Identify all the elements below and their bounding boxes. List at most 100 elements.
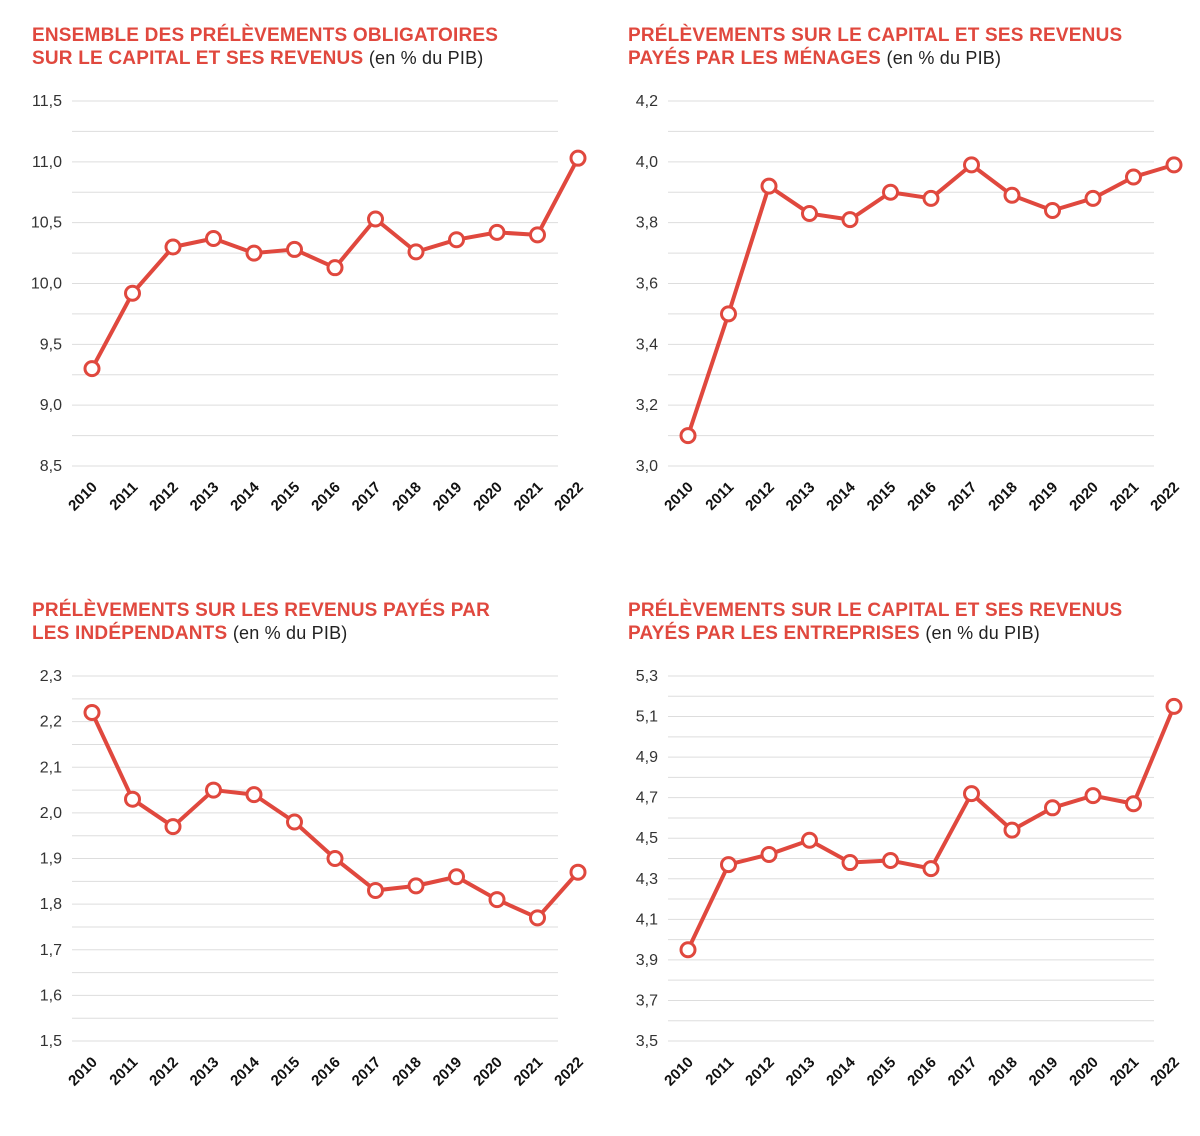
data-point (245, 244, 263, 262)
data-point (760, 845, 778, 863)
data-point (922, 189, 940, 207)
y-tick-label: 3,2 (636, 397, 658, 414)
x-tick-label: 2018 (389, 1054, 425, 1090)
y-tick-label: 2,0 (40, 805, 62, 822)
chart-unit: (en % du PIB) (368, 48, 484, 68)
x-tick-label: 2011 (702, 1054, 737, 1089)
x-tick-label: 2019 (430, 1054, 466, 1090)
chart-unit: (en % du PIB) (925, 623, 1040, 643)
data-point (1044, 799, 1061, 817)
y-tick-label: 1,9 (40, 851, 62, 868)
x-tick-label: 2018 (389, 479, 425, 515)
data-point (963, 156, 980, 174)
y-tick-label: 1,5 (40, 1033, 62, 1050)
y-tick-label: 2,3 (40, 668, 62, 685)
data-point (407, 877, 425, 895)
y-tick-label: 9,5 (40, 336, 62, 353)
data-point (205, 229, 222, 247)
chart-panel-menages: PRÉLÈVEMENTS SUR LE CAPITAL ET SES REVEN… (596, 0, 1183, 540)
x-tick-label: 2017 (945, 1054, 981, 1090)
x-tick-label: 2021 (1107, 1054, 1143, 1090)
data-point (83, 704, 101, 721)
x-tick-label: 2019 (1026, 479, 1062, 515)
chart-title: ENSEMBLE DES PRÉLÈVEMENTS OBLIGATOIRES S… (32, 24, 572, 70)
chart-title-line2: PAYÉS PAR LES ENTREPRISES (628, 623, 920, 644)
data-point (801, 831, 818, 849)
data-point (569, 863, 587, 881)
chart-title-line2: LES INDÉPENDANTS (32, 623, 228, 644)
data-point (286, 240, 303, 258)
x-tick-label: 2012 (146, 1054, 182, 1090)
x-tick-label: 2013 (783, 1054, 819, 1090)
chart-title-line2-wrap: PAYÉS PAR LES MÉNAGES (en % du PIB) (628, 47, 1168, 70)
data-point (205, 781, 222, 799)
data-point (448, 231, 465, 249)
data-point (124, 790, 141, 808)
x-tick-label: 2019 (1026, 1054, 1062, 1090)
data-point (367, 881, 384, 899)
data-point (164, 238, 182, 256)
x-tick-label: 2013 (783, 479, 819, 515)
chart-title-line2: SUR LE CAPITAL ET SES REVENUS (32, 48, 364, 69)
data-point (801, 205, 818, 223)
x-tick-label: 2021 (511, 1054, 547, 1090)
x-tick-label: 2016 (904, 1054, 940, 1090)
data-point (679, 941, 697, 959)
x-tick-label: 2011 (106, 479, 141, 514)
x-tick-label: 2017 (349, 479, 385, 515)
y-tick-label: 1,7 (40, 942, 62, 959)
series-line (90, 710, 580, 920)
chart-unit: (en % du PIB) (232, 623, 348, 643)
data-point (1084, 787, 1102, 805)
chart-title: PRÉLÈVEMENTS SUR LE CAPITAL ET SES REVEN… (628, 599, 1168, 645)
x-tick-label: 2020 (1066, 1054, 1102, 1090)
data-point (488, 891, 506, 909)
data-point (720, 856, 737, 874)
x-tick-label: 2013 (187, 479, 223, 515)
y-tick-label: 9,0 (40, 397, 62, 414)
data-point (1165, 156, 1183, 174)
series-line (686, 704, 1176, 952)
chart-title: PRÉLÈVEMENTS SUR LE CAPITAL ET SES REVEN… (628, 24, 1168, 70)
chart-title: PRÉLÈVEMENTS SUR LES REVENUS PAYÉS PAR L… (32, 599, 572, 645)
data-point (569, 149, 587, 167)
x-tick-label: 2016 (308, 1054, 344, 1090)
y-tick-label: 3,4 (636, 336, 658, 353)
y-tick-label: 4,9 (636, 749, 658, 766)
x-tick-label: 2012 (146, 479, 182, 515)
chart-title-line2-wrap: PAYÉS PAR LES ENTREPRISES (en % du PIB) (628, 622, 1168, 645)
data-point (760, 177, 778, 195)
x-tick-label: 2013 (187, 1054, 223, 1090)
y-tick-label: 1,6 (40, 987, 62, 1004)
chart-title-line2: PAYÉS PAR LES MÉNAGES (628, 48, 882, 69)
chart-title-line1: PRÉLÈVEMENTS SUR LE CAPITAL ET SES REVEN… (628, 600, 1123, 621)
data-point (529, 226, 546, 244)
x-tick-label: 2015 (864, 1054, 900, 1090)
x-tick-label: 2011 (106, 1054, 141, 1089)
x-tick-label: 2014 (823, 1053, 859, 1089)
x-tick-label: 2010 (661, 479, 697, 515)
data-point (922, 860, 940, 878)
data-point (286, 813, 303, 831)
x-tick-label: 2014 (227, 1053, 263, 1089)
data-point (407, 243, 425, 261)
y-tick-label: 8,5 (40, 458, 62, 475)
y-tick-label: 4,2 (636, 93, 658, 110)
chart-unit: (en % du PIB) (886, 48, 1002, 68)
x-tick-label: 2021 (511, 479, 547, 515)
y-tick-label: 11,5 (32, 93, 62, 110)
y-tick-label: 4,5 (636, 830, 658, 847)
x-tick-label: 2012 (742, 1054, 778, 1090)
y-tick-label: 3,7 (636, 992, 658, 1009)
chart-panel-independants: PRÉLÈVEMENTS SUR LES REVENUS PAYÉS PAR L… (0, 575, 587, 1115)
y-tick-label: 2,1 (40, 759, 62, 776)
x-tick-label: 2015 (268, 479, 304, 515)
x-tick-label: 2017 (945, 479, 981, 515)
data-point (1044, 202, 1061, 219)
chart-title-line2-wrap: LES INDÉPENDANTS (en % du PIB) (32, 622, 572, 645)
data-point (1084, 189, 1102, 207)
x-tick-label: 2016 (308, 479, 344, 515)
x-tick-label: 2020 (1066, 479, 1102, 515)
x-tick-label: 2020 (470, 1054, 506, 1090)
